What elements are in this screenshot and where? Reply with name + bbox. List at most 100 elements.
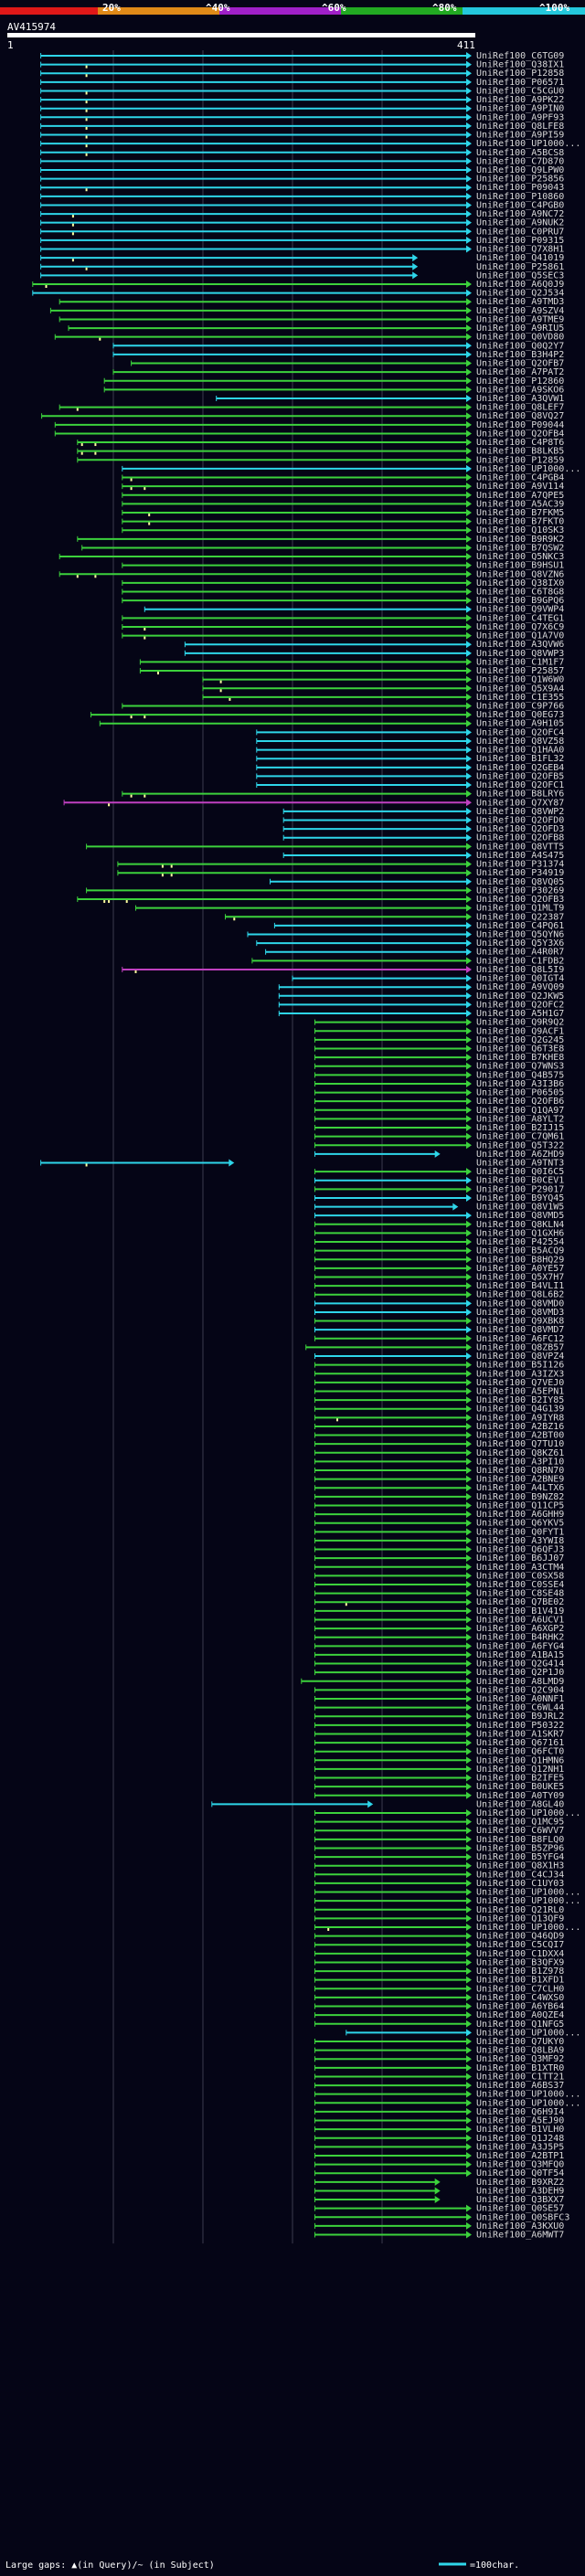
hit-label[interactable]: UniRef100_A9PIN0 — [476, 104, 564, 114]
hit-row[interactable]: UniRef100_A9NC72 — [40, 209, 565, 219]
hit-label[interactable]: UniRef100_Q8VMD0 — [476, 1299, 564, 1309]
hit-label[interactable]: UniRef100_A7QPE5 — [476, 491, 564, 501]
hit-row[interactable]: UniRef100_P06571 — [40, 78, 565, 88]
hit-label[interactable]: UniRef100_A4LTX6 — [476, 1483, 564, 1493]
hit-label[interactable]: UniRef100_Q8V1W5 — [476, 1203, 564, 1213]
hit-row[interactable]: UniRef100_Q6YKV5 — [314, 1519, 565, 1529]
hit-row[interactable]: UniRef100_Q0FYT1 — [314, 1527, 565, 1537]
hit-label[interactable]: UniRef100_P09315 — [476, 236, 564, 246]
hit-label[interactable]: UniRef100_Q8VQ05 — [476, 877, 564, 887]
hit-row[interactable]: UniRef100_A4R0R7 — [265, 948, 565, 958]
hit-label[interactable]: UniRef100_B1XFD1 — [476, 1976, 564, 1986]
hit-label[interactable]: UniRef100_B8LKB5 — [476, 447, 564, 457]
hit-row[interactable]: UniRef100_B1XFD1 — [314, 1976, 565, 1986]
hit-label[interactable]: UniRef100_A4S475 — [476, 851, 564, 861]
hit-label[interactable]: UniRef100_A6GHH9 — [476, 1510, 564, 1520]
hit-row[interactable]: UniRef100_Q7BE02 — [314, 1597, 565, 1607]
hit-row[interactable]: UniRef100_A4S475 — [282, 851, 564, 861]
hit-row[interactable]: UniRef100_A9V114 — [122, 482, 565, 492]
hit-label[interactable]: UniRef100_Q2OFB7 — [476, 359, 564, 369]
hit-row[interactable]: UniRef100_Q5Y3X6 — [256, 938, 565, 949]
hit-row[interactable]: UniRef100_B0CEV1 — [314, 1176, 565, 1186]
hit-row[interactable]: UniRef100_Q8KZ61 — [314, 1448, 565, 1458]
hit-label[interactable]: UniRef100_B1V419 — [476, 1606, 564, 1617]
hit-row[interactable]: UniRef100_C1M1F7 — [139, 657, 564, 667]
hit-row[interactable]: UniRef100_C4PGB4 — [122, 473, 565, 483]
hit-label[interactable]: UniRef100_C0SX58 — [476, 1571, 564, 1581]
hit-label[interactable]: UniRef100_Q6T3E8 — [476, 1044, 564, 1054]
hit-label[interactable]: UniRef100_Q2OFC1 — [476, 780, 564, 790]
hit-row[interactable]: UniRef100_B8FLQ0 — [314, 1835, 565, 1845]
hit-row[interactable]: UniRef100_P42554 — [314, 1237, 565, 1247]
hit-row[interactable]: UniRef100_C6WVV7 — [314, 1826, 565, 1836]
hit-row[interactable]: UniRef100_P29017 — [314, 1184, 565, 1194]
hit-label[interactable]: UniRef100_A9TME9 — [476, 314, 564, 324]
hit-row[interactable]: UniRef100_C4TEG1 — [122, 613, 565, 623]
hit-label[interactable]: UniRef100_Q2G414 — [476, 1659, 564, 1670]
hit-row[interactable]: UniRef100_Q41019 — [40, 253, 565, 263]
hit-row[interactable]: UniRef100_UP1000... — [40, 139, 581, 149]
hit-row[interactable]: UniRef100_C4PGB0 — [40, 200, 565, 210]
hit-label[interactable]: UniRef100_B8LRY6 — [476, 790, 564, 800]
hit-row[interactable]: UniRef100_Q2OFB7 — [131, 359, 565, 369]
hit-label[interactable]: UniRef100_A6MWT7 — [476, 2231, 564, 2241]
hit-row[interactable]: UniRef100_Q8VMD3 — [314, 1308, 565, 1318]
hit-label[interactable]: UniRef100_B5ACQ9 — [476, 1246, 564, 1256]
hit-label[interactable]: UniRef100_P10860 — [476, 192, 564, 202]
hit-label[interactable]: UniRef100_Q1MLT9 — [476, 904, 564, 914]
hit-label[interactable]: UniRef100_B2IJ15 — [476, 1123, 564, 1133]
hit-label[interactable]: UniRef100_C4PQ61 — [476, 921, 564, 931]
hit-label[interactable]: UniRef100_A9VQ09 — [476, 982, 564, 992]
hit-row[interactable]: UniRef100_B8LKB5 — [77, 447, 565, 457]
hit-row[interactable]: UniRef100_Q5QYN6 — [247, 930, 564, 940]
hit-label[interactable]: UniRef100_Q21RL0 — [476, 1905, 564, 1915]
hit-row[interactable]: UniRef100_A9PF93 — [40, 112, 565, 122]
hit-row[interactable]: UniRef100_Q5X9A4 — [202, 684, 564, 694]
hit-row[interactable]: UniRef100_Q2OFC1 — [256, 780, 565, 790]
hit-row[interactable]: UniRef100_Q1W6W0 — [202, 675, 564, 685]
hit-row[interactable]: UniRef100_Q21RL0 — [314, 1905, 565, 1915]
hit-row[interactable]: UniRef100_Q5X7H7 — [314, 1272, 565, 1282]
hit-label[interactable]: UniRef100_Q2OFB5 — [476, 771, 564, 781]
hit-label[interactable]: UniRef100_C5CQI7 — [476, 1940, 564, 1950]
hit-label[interactable]: UniRef100_Q0VD80 — [476, 333, 564, 343]
hit-row[interactable]: UniRef100_Q8L5I9 — [122, 965, 565, 975]
hit-label[interactable]: UniRef100_Q7UKY0 — [476, 2037, 564, 2047]
hit-label[interactable]: UniRef100_Q67161 — [476, 1738, 564, 1748]
hit-label[interactable]: UniRef100_A6YB64 — [476, 2002, 564, 2012]
hit-label[interactable]: UniRef100_A1SKR7 — [476, 1729, 564, 1739]
hit-label[interactable]: UniRef100_Q0SBFC3 — [476, 2212, 569, 2222]
hit-label[interactable]: UniRef100_A5AC39 — [476, 499, 564, 509]
hit-label[interactable]: UniRef100_A9H105 — [476, 719, 564, 729]
hit-label[interactable]: UniRef100_B4VLI1 — [476, 1281, 564, 1291]
hit-row[interactable]: UniRef100_A3PI10 — [314, 1457, 565, 1467]
hit-label[interactable]: UniRef100_UP1000... — [476, 1896, 580, 1906]
hit-row[interactable]: UniRef100_UP1000... — [314, 1808, 581, 1818]
hit-row[interactable]: UniRef100_Q0Q2Y7 — [112, 341, 564, 351]
hit-label[interactable]: UniRef100_C4P8T6 — [476, 438, 564, 448]
hit-label[interactable]: UniRef100_C4CJ34 — [476, 1870, 564, 1880]
hit-row[interactable]: UniRef100_A6UCV1 — [314, 1615, 565, 1625]
hit-label[interactable]: UniRef100_UP1000... — [476, 2090, 580, 2100]
hit-row[interactable]: UniRef100_A9PK22 — [40, 95, 565, 105]
hit-label[interactable]: UniRef100_A6BS37 — [476, 2081, 564, 2091]
hit-row[interactable]: UniRef100_B4VLI1 — [314, 1281, 565, 1291]
hit-label[interactable]: UniRef100_A5BCS8 — [476, 148, 564, 158]
hit-row[interactable]: UniRef100_Q3MF92 — [314, 2054, 565, 2064]
hit-label[interactable]: UniRef100_B9JRL2 — [476, 1712, 564, 1722]
hit-label[interactable]: UniRef100_Q9VWP4 — [476, 605, 564, 615]
hit-row[interactable]: UniRef100_A3YWI8 — [314, 1536, 565, 1546]
hit-label[interactable]: UniRef100_C1E355 — [476, 693, 564, 703]
hit-row[interactable]: UniRef100_A3I3B6 — [314, 1079, 565, 1089]
hit-row[interactable]: UniRef100_A6Q0J9 — [32, 280, 565, 290]
hit-label[interactable]: UniRef100_Q8L6B2 — [476, 1290, 564, 1300]
hit-row[interactable]: UniRef100_Q0VD80 — [54, 333, 564, 343]
hit-label[interactable]: UniRef100_P42554 — [476, 1237, 564, 1247]
hit-row[interactable]: UniRef100_Q1HMN6 — [314, 1755, 565, 1765]
hit-label[interactable]: UniRef100_C1UY03 — [476, 1879, 564, 1889]
hit-row[interactable]: UniRef100_Q5SEC3 — [40, 270, 565, 281]
hit-row[interactable]: UniRef100_Q1QA97 — [314, 1106, 565, 1116]
hit-label[interactable]: UniRef100_A2BT00 — [476, 1431, 564, 1441]
hit-row[interactable]: UniRef100_A7QPE5 — [122, 491, 565, 501]
hit-label[interactable]: UniRef100_Q1J248 — [476, 2134, 564, 2144]
